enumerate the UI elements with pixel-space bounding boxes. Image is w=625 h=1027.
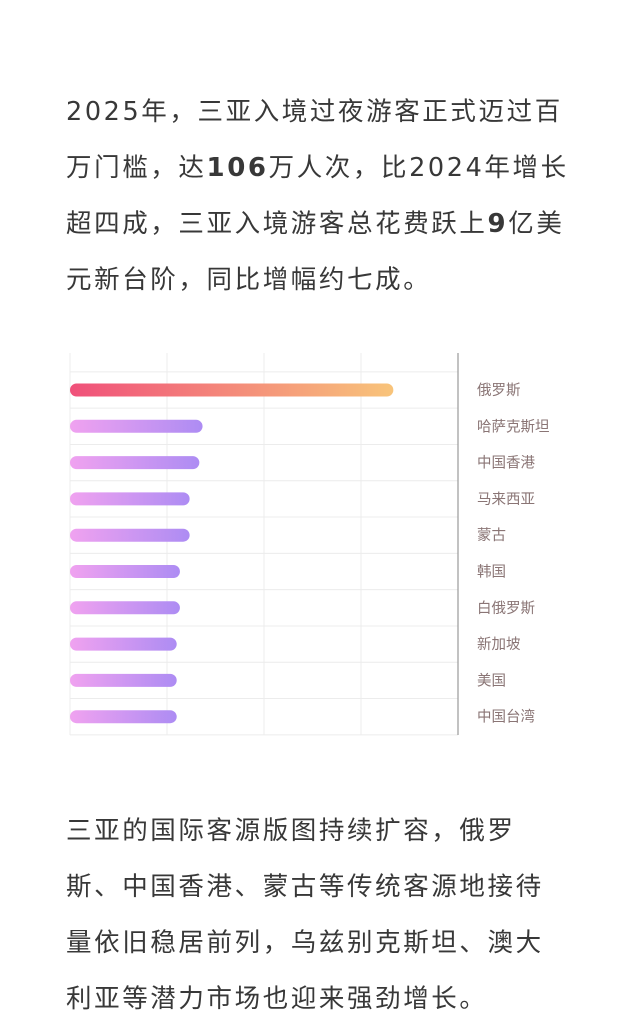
visitor-count: 106 <box>206 153 269 183</box>
chart-grid <box>69 353 459 736</box>
intro-text-2: 万人次，比2024年增长超四成，三亚入境游客总花费跃上 <box>66 153 569 239</box>
outro-paragraph: 三亚的国际客源版图持续扩容，俄罗斯、中国香港、蒙古等传统客源地接待量依旧稳居前列… <box>66 816 544 1014</box>
source-markets-chart: 俄罗斯哈萨克斯坦中国香港马来西亚蒙古韩国白俄罗斯新加坡美国中国台湾 <box>0 340 625 750</box>
category-label-2: 哈萨克斯坦 <box>477 418 550 435</box>
bar-6 <box>70 565 180 578</box>
category-label-3: 中国香港 <box>477 455 535 472</box>
bar-7 <box>70 601 180 615</box>
spend-amount: 9 <box>487 209 509 239</box>
category-label-9: 美国 <box>477 672 506 689</box>
bar-1 <box>70 383 394 397</box>
category-label-5: 蒙古 <box>477 527 506 544</box>
category-label-10: 中国台湾 <box>477 709 535 726</box>
intro-text-3: 亿美元新台阶，同比增幅约七成。 <box>66 209 565 295</box>
category-label-7: 白俄罗斯 <box>477 600 535 617</box>
intro-text-1: 2025年，三亚入境过夜游客正式迈过百万门槛，达 <box>66 97 563 183</box>
bar-4 <box>70 492 190 506</box>
intro-paragraph: 2025年，三亚入境过夜游客正式迈过百万门槛，达106万人次，比2024年增长超… <box>66 84 571 308</box>
bar-5 <box>70 528 190 542</box>
chart-bars <box>70 383 394 724</box>
bar-2 <box>70 419 203 433</box>
bar-9 <box>70 673 177 687</box>
bar-10 <box>70 710 177 724</box>
bar-8 <box>70 637 177 651</box>
category-label-6: 韩国 <box>477 564 506 581</box>
category-label-1: 俄罗斯 <box>477 382 521 399</box>
bar-3 <box>70 456 200 470</box>
category-label-4: 马来西亚 <box>477 491 535 508</box>
category-label-8: 新加坡 <box>477 636 521 653</box>
